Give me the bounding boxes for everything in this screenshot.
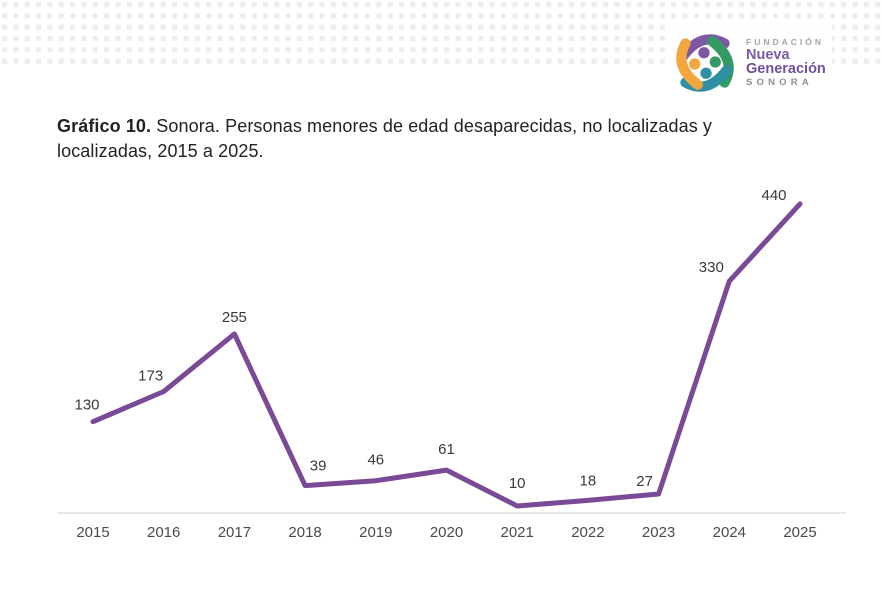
x-tick-2015: 2015 <box>76 524 109 541</box>
x-tick-2023: 2023 <box>642 524 675 541</box>
data-label-2022: 18 <box>580 472 597 489</box>
data-label-2020: 61 <box>438 441 455 458</box>
data-label-2023: 27 <box>636 473 653 490</box>
data-series-line <box>90 201 803 509</box>
line-chart: 130 173 255 39 46 61 10 18 27 330 440 2015 2016 2017 2… <box>57 187 846 541</box>
x-tick-2017: 2017 <box>218 524 251 541</box>
data-label-2018: 39 <box>310 458 327 475</box>
data-label-2021: 10 <box>509 475 526 492</box>
foundation-logo-text: FUNDACIÓN Nueva Generación SONORA <box>746 38 826 88</box>
data-label-2024: 330 <box>699 259 724 276</box>
x-tick-2020: 2020 <box>430 524 463 541</box>
chart-title-text-line1: Sonora. Personas menores de edad desapar… <box>151 116 712 136</box>
data-label-2019: 46 <box>367 452 384 469</box>
logo-word-sonora: SONORA <box>746 77 813 89</box>
chart-title-text-line2: localizadas, 2015 a 2025. <box>57 140 264 161</box>
x-tick-2025: 2025 <box>783 524 816 541</box>
chart-title: Gráfico 10. Sonora. Personas menores de … <box>57 114 857 164</box>
x-tick-2018: 2018 <box>288 524 321 541</box>
logo-word-fundacion: FUNDACIÓN <box>746 37 824 48</box>
data-label-2025: 440 <box>761 187 786 204</box>
four-people-pinwheel-icon <box>676 34 734 92</box>
foundation-logo: FUNDACIÓN Nueva Generación SONORA <box>666 24 832 102</box>
x-tick-2024: 2024 <box>713 524 746 541</box>
x-tick-2019: 2019 <box>359 524 392 541</box>
logo-word-generacion: Generación <box>746 61 826 78</box>
data-label-2017: 255 <box>222 309 247 326</box>
x-tick-2016: 2016 <box>147 524 180 541</box>
x-tick-2022: 2022 <box>571 524 604 541</box>
x-tick-2021: 2021 <box>501 524 534 541</box>
chart-title-number: Gráfico 10. <box>57 116 152 136</box>
logo-word-nueva: Nueva <box>746 46 790 63</box>
data-label-2015: 130 <box>74 397 99 414</box>
data-label-2016: 173 <box>138 367 163 384</box>
